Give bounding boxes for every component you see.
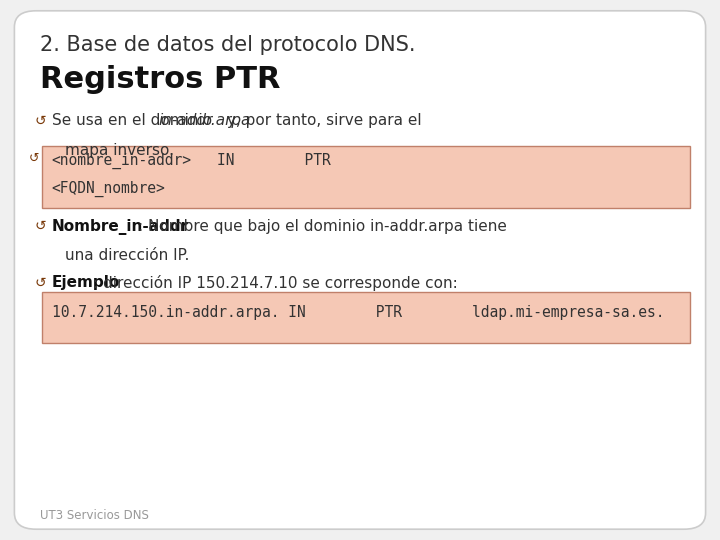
Text: y, por tanto, sirve para el: y, por tanto, sirve para el	[222, 113, 422, 129]
Text: : dirección IP 150.214.7.10 se corresponde con:: : dirección IP 150.214.7.10 se correspon…	[93, 275, 458, 292]
Text: una dirección IP.: una dirección IP.	[65, 248, 189, 264]
Text: 2. Base de datos del protocolo DNS.: 2. Base de datos del protocolo DNS.	[40, 35, 415, 55]
Text: ↺: ↺	[35, 219, 46, 233]
Text: in-addr.arpa: in-addr.arpa	[158, 113, 251, 129]
Text: IN        PTR: IN PTR	[217, 153, 331, 168]
FancyBboxPatch shape	[42, 146, 690, 208]
Text: : Nombre que bajo el dominio in-addr.arpa tiene: : Nombre que bajo el dominio in-addr.arp…	[138, 219, 507, 234]
Text: ↺: ↺	[29, 152, 40, 165]
Text: <nombre_in-addr>: <nombre_in-addr>	[52, 153, 192, 169]
Text: Ejemplo: Ejemplo	[52, 275, 120, 291]
Text: ↺: ↺	[35, 113, 46, 127]
FancyBboxPatch shape	[42, 292, 690, 343]
FancyBboxPatch shape	[14, 11, 706, 529]
Text: ↺: ↺	[35, 275, 46, 289]
Text: Registros PTR: Registros PTR	[40, 65, 280, 94]
Text: <FQDN_nombre>: <FQDN_nombre>	[52, 181, 166, 197]
Text: Nombre_in-addr: Nombre_in-addr	[52, 219, 189, 235]
Text: Se usa en el dominio: Se usa en el dominio	[52, 113, 217, 129]
Text: 10.7.214.150.in-addr.arpa. IN        PTR        ldap.mi-empresa-sa.es.: 10.7.214.150.in-addr.arpa. IN PTR ldap.m…	[52, 305, 665, 320]
Text: UT3 Servicios DNS: UT3 Servicios DNS	[40, 509, 148, 522]
Text: mapa inverso.: mapa inverso.	[65, 143, 174, 158]
